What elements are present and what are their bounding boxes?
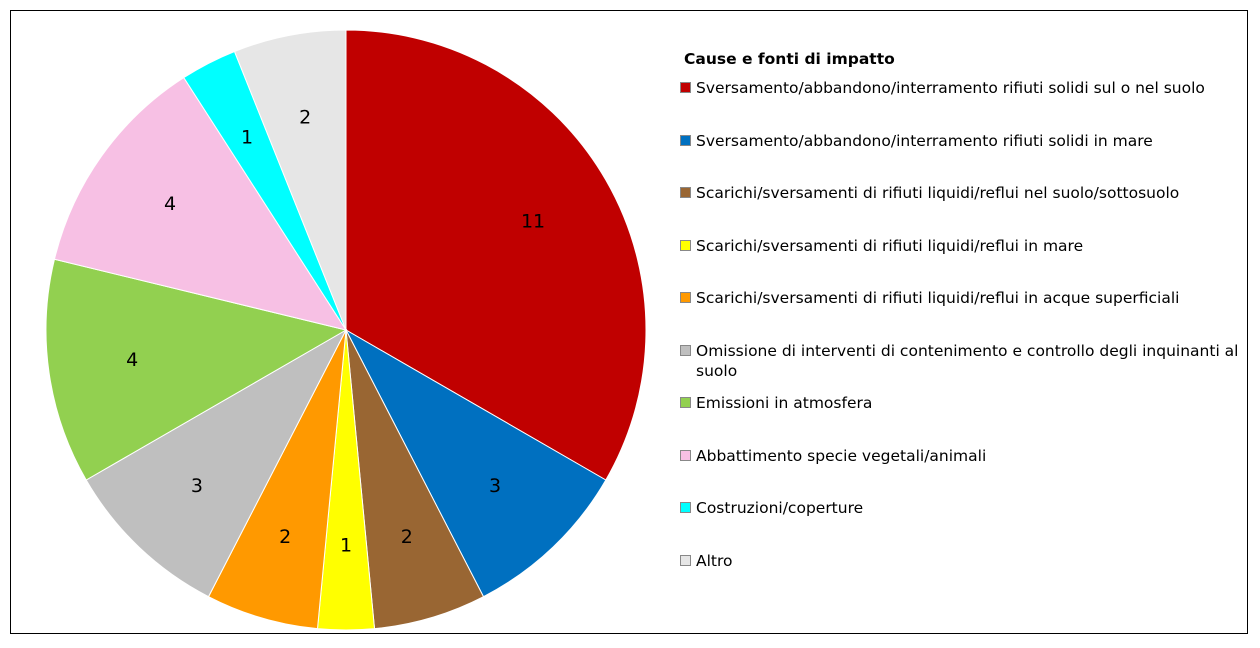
data-label: 2 <box>401 526 413 548</box>
legend-label: Abbattimento specie vegetali/animali <box>696 446 987 465</box>
legend-label: Omissione di interventi di contenimento … <box>696 341 1239 380</box>
legend-item: Emissioni in atmosfera <box>680 393 1256 413</box>
legend-label: Costruzioni/coperture <box>696 499 864 517</box>
legend-swatch <box>680 82 691 93</box>
chart-frame <box>10 10 1248 634</box>
legend-swatch <box>680 344 691 356</box>
data-label: 4 <box>164 193 176 215</box>
pie-slice <box>85 328 348 598</box>
legend-item: Scarichi/sversamenti di rifiuti liquidi/… <box>680 288 1256 308</box>
pie-slice <box>345 29 647 481</box>
legend-item: Sversamento/abbandono/interramento rifiu… <box>680 131 1256 151</box>
legend-title: Cause e fonti di impatto <box>684 50 895 68</box>
legend-swatch <box>680 134 691 146</box>
data-label: 1 <box>340 535 352 557</box>
legend-swatch <box>680 554 691 566</box>
data-label: 2 <box>299 106 311 128</box>
data-label: 11 <box>521 211 545 233</box>
legend-item: Altro <box>680 551 1256 571</box>
legend-swatch <box>680 397 691 408</box>
legend-label: Altro <box>696 551 733 570</box>
legend-label: Emissioni in atmosfera <box>696 394 873 412</box>
data-label: 3 <box>191 475 203 497</box>
pie-slice <box>344 328 607 598</box>
legend-swatch <box>680 502 691 513</box>
pie-slice <box>53 76 348 331</box>
data-label: 2 <box>279 526 291 548</box>
data-label: 3 <box>489 475 501 497</box>
legend-label: Scarichi/sversamenti di rifiuti liquidi/… <box>696 184 1180 202</box>
data-label: 4 <box>126 349 138 371</box>
legend-label: Scarichi/sversamenti di rifiuti liquidi/… <box>696 289 1180 307</box>
legend-label: Sversamento/abbandono/interramento rifiu… <box>696 131 1153 150</box>
legend-swatch <box>680 239 691 251</box>
legend-item: Costruzioni/coperture <box>680 498 1256 518</box>
data-label: 1 <box>241 127 253 149</box>
legend-item: Scarichi/sversamenti di rifiuti liquidi/… <box>680 236 1256 256</box>
legend-item: Scarichi/sversamenti di rifiuti liquidi/… <box>680 183 1256 203</box>
legend-label: Scarichi/sversamenti di rifiuti liquidi/… <box>696 236 1084 255</box>
pie-slice <box>233 29 347 331</box>
pie-slice <box>45 258 348 481</box>
legend-item: Abbattimento specie vegetali/animali <box>680 446 1256 466</box>
legend-swatch <box>680 187 691 198</box>
legend-swatch <box>680 292 691 303</box>
legend-item: Sversamento/abbandono/interramento rifiu… <box>680 78 1256 98</box>
legend-swatch <box>680 449 691 461</box>
legend-label: Sversamento/abbandono/interramento rifiu… <box>696 79 1205 97</box>
legend-item: Omissione di interventi di contenimento … <box>680 341 1256 381</box>
